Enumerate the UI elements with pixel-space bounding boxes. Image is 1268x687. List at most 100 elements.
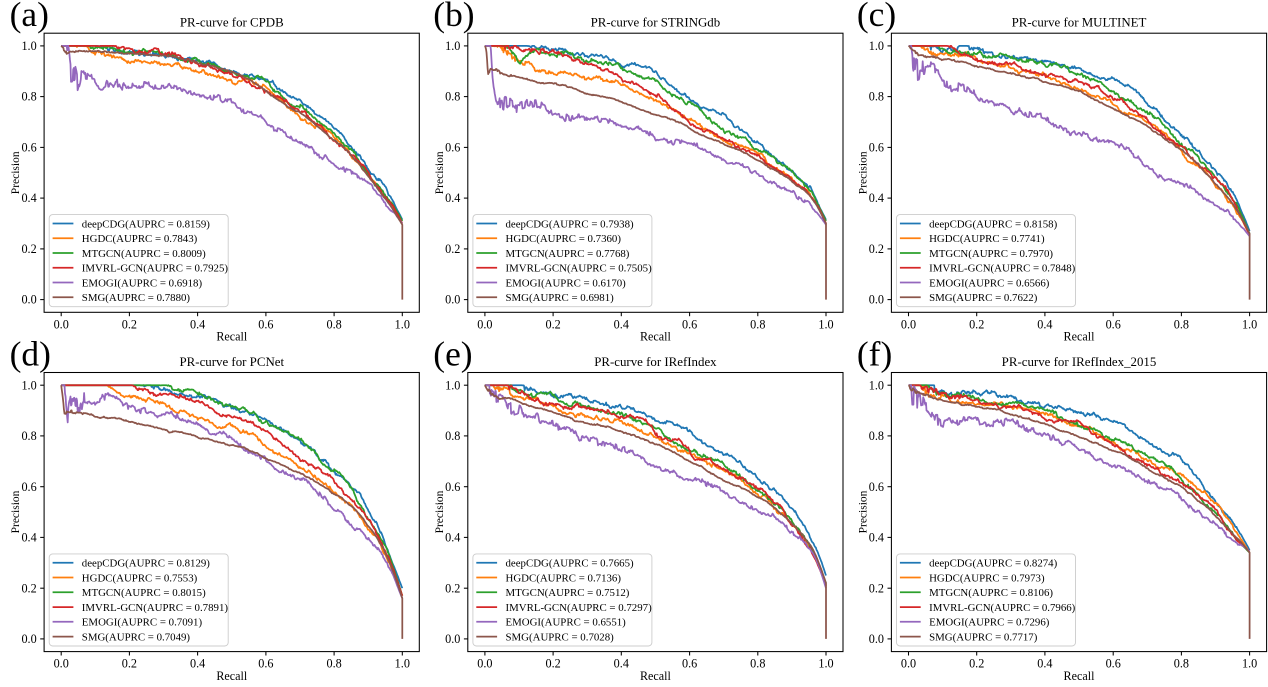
svg-text:1.0: 1.0 bbox=[818, 317, 833, 331]
svg-text:IMVRL-GCN(AUPRC = 0.7848): IMVRL-GCN(AUPRC = 0.7848) bbox=[929, 263, 1076, 275]
svg-text:0.4: 0.4 bbox=[869, 191, 884, 205]
svg-text:0.2: 0.2 bbox=[545, 657, 560, 671]
svg-text:Precision: Precision bbox=[434, 151, 446, 194]
svg-text:PR-curve for STRINGdb: PR-curve for STRINGdb bbox=[591, 16, 721, 30]
svg-text:(d): (d) bbox=[10, 333, 51, 373]
svg-text:0.6: 0.6 bbox=[258, 657, 273, 671]
svg-text:0.6: 0.6 bbox=[1106, 317, 1121, 331]
svg-text:(f): (f) bbox=[857, 333, 892, 373]
svg-text:0.2: 0.2 bbox=[969, 317, 984, 331]
svg-text:0.8: 0.8 bbox=[750, 657, 765, 671]
svg-text:0.0: 0.0 bbox=[21, 632, 36, 646]
svg-text:0.6: 0.6 bbox=[445, 141, 460, 155]
svg-text:Precision: Precision bbox=[858, 490, 870, 533]
svg-text:deepCDG(AUPRC = 0.7665): deepCDG(AUPRC = 0.7665) bbox=[506, 558, 634, 570]
svg-text:1.0: 1.0 bbox=[21, 39, 36, 53]
svg-text:IMVRL-GCN(AUPRC = 0.7505): IMVRL-GCN(AUPRC = 0.7505) bbox=[506, 263, 653, 275]
svg-text:IMVRL-GCN(AUPRC = 0.7891): IMVRL-GCN(AUPRC = 0.7891) bbox=[82, 602, 229, 614]
svg-text:HGDC(AUPRC = 0.7360): HGDC(AUPRC = 0.7360) bbox=[506, 233, 622, 245]
svg-text:deepCDG(AUPRC = 0.8129): deepCDG(AUPRC = 0.8129) bbox=[82, 558, 210, 570]
svg-text:IMVRL-GCN(AUPRC = 0.7966): IMVRL-GCN(AUPRC = 0.7966) bbox=[929, 602, 1076, 614]
svg-text:0.4: 0.4 bbox=[21, 531, 36, 545]
svg-text:SMG(AUPRC = 0.7049): SMG(AUPRC = 0.7049) bbox=[82, 632, 191, 644]
svg-text:0.4: 0.4 bbox=[1037, 317, 1052, 331]
svg-text:0.6: 0.6 bbox=[258, 317, 273, 331]
svg-text:1.0: 1.0 bbox=[1242, 317, 1257, 331]
svg-text:SMG(AUPRC = 0.7880): SMG(AUPRC = 0.7880) bbox=[82, 292, 191, 304]
svg-text:0.8: 0.8 bbox=[1174, 317, 1189, 331]
svg-text:HGDC(AUPRC = 0.7136): HGDC(AUPRC = 0.7136) bbox=[506, 572, 622, 584]
svg-text:HGDC(AUPRC = 0.7741): HGDC(AUPRC = 0.7741) bbox=[929, 233, 1045, 245]
svg-text:PR-curve for PCNet: PR-curve for PCNet bbox=[180, 355, 285, 369]
svg-text:deepCDG(AUPRC = 0.8274): deepCDG(AUPRC = 0.8274) bbox=[929, 558, 1057, 570]
svg-text:EMOGI(AUPRC = 0.6918): EMOGI(AUPRC = 0.6918) bbox=[82, 277, 203, 289]
svg-text:EMOGI(AUPRC = 0.6170): EMOGI(AUPRC = 0.6170) bbox=[506, 277, 627, 289]
svg-text:deepCDG(AUPRC = 0.7938): deepCDG(AUPRC = 0.7938) bbox=[506, 218, 634, 230]
svg-text:1.0: 1.0 bbox=[869, 378, 884, 392]
svg-text:MTGCN(AUPRC = 0.8009): MTGCN(AUPRC = 0.8009) bbox=[82, 248, 206, 260]
svg-text:1.0: 1.0 bbox=[395, 317, 410, 331]
svg-text:1.0: 1.0 bbox=[445, 378, 460, 392]
svg-text:0.6: 0.6 bbox=[21, 480, 36, 494]
svg-text:0.6: 0.6 bbox=[21, 141, 36, 155]
svg-text:PR-curve for CPDB: PR-curve for CPDB bbox=[180, 16, 284, 30]
svg-text:0.0: 0.0 bbox=[869, 293, 884, 307]
svg-text:0.4: 0.4 bbox=[190, 657, 205, 671]
svg-text:1.0: 1.0 bbox=[21, 378, 36, 392]
svg-text:0.2: 0.2 bbox=[869, 581, 884, 595]
svg-text:MTGCN(AUPRC = 0.8106): MTGCN(AUPRC = 0.8106) bbox=[929, 587, 1053, 599]
svg-text:PR-curve for IRefIndex: PR-curve for IRefIndex bbox=[594, 355, 717, 369]
svg-text:HGDC(AUPRC = 0.7973): HGDC(AUPRC = 0.7973) bbox=[929, 572, 1045, 584]
svg-text:0.4: 0.4 bbox=[614, 317, 629, 331]
svg-text:SMG(AUPRC = 0.7028): SMG(AUPRC = 0.7028) bbox=[506, 632, 615, 644]
svg-text:0.0: 0.0 bbox=[445, 632, 460, 646]
svg-text:deepCDG(AUPRC = 0.8158): deepCDG(AUPRC = 0.8158) bbox=[929, 218, 1057, 230]
svg-text:0.6: 0.6 bbox=[682, 657, 697, 671]
svg-text:0.8: 0.8 bbox=[326, 657, 341, 671]
svg-text:0.2: 0.2 bbox=[21, 242, 36, 256]
svg-text:0.2: 0.2 bbox=[545, 317, 560, 331]
svg-text:Recall: Recall bbox=[1064, 669, 1096, 682]
svg-text:0.8: 0.8 bbox=[869, 429, 884, 443]
svg-text:0.6: 0.6 bbox=[869, 141, 884, 155]
svg-text:0.8: 0.8 bbox=[750, 317, 765, 331]
svg-text:EMOGI(AUPRC = 0.7296): EMOGI(AUPRC = 0.7296) bbox=[929, 617, 1050, 629]
svg-text:0.0: 0.0 bbox=[54, 657, 69, 671]
svg-text:0.0: 0.0 bbox=[445, 293, 460, 307]
svg-text:0.2: 0.2 bbox=[122, 657, 137, 671]
svg-text:1.0: 1.0 bbox=[1242, 657, 1257, 671]
svg-text:deepCDG(AUPRC = 0.8159): deepCDG(AUPRC = 0.8159) bbox=[82, 218, 210, 230]
svg-text:0.6: 0.6 bbox=[869, 480, 884, 494]
svg-text:SMG(AUPRC = 0.7622): SMG(AUPRC = 0.7622) bbox=[929, 292, 1038, 304]
svg-text:PR-curve for MULTINET: PR-curve for MULTINET bbox=[1012, 16, 1147, 30]
svg-text:0.2: 0.2 bbox=[445, 242, 460, 256]
svg-text:0.2: 0.2 bbox=[969, 657, 984, 671]
svg-text:EMOGI(AUPRC = 0.6551): EMOGI(AUPRC = 0.6551) bbox=[506, 617, 627, 629]
svg-text:0.0: 0.0 bbox=[869, 632, 884, 646]
svg-text:0.2: 0.2 bbox=[445, 581, 460, 595]
svg-text:0.0: 0.0 bbox=[21, 293, 36, 307]
svg-text:0.2: 0.2 bbox=[869, 242, 884, 256]
svg-text:(e): (e) bbox=[433, 333, 472, 373]
svg-text:Recall: Recall bbox=[216, 669, 248, 682]
svg-text:Recall: Recall bbox=[216, 330, 248, 344]
svg-text:0.8: 0.8 bbox=[1174, 657, 1189, 671]
svg-text:0.0: 0.0 bbox=[477, 317, 492, 331]
svg-text:0.8: 0.8 bbox=[21, 429, 36, 443]
svg-text:0.8: 0.8 bbox=[445, 429, 460, 443]
svg-text:IMVRL-GCN(AUPRC = 0.7297): IMVRL-GCN(AUPRC = 0.7297) bbox=[506, 602, 653, 614]
svg-text:(c): (c) bbox=[857, 0, 896, 34]
svg-text:Precision: Precision bbox=[10, 151, 22, 194]
svg-text:Recall: Recall bbox=[1064, 330, 1096, 344]
svg-text:Precision: Precision bbox=[434, 490, 446, 533]
svg-text:0.8: 0.8 bbox=[869, 90, 884, 104]
svg-text:IMVRL-GCN(AUPRC = 0.7925): IMVRL-GCN(AUPRC = 0.7925) bbox=[82, 263, 229, 275]
svg-text:Precision: Precision bbox=[10, 490, 22, 533]
svg-text:(b): (b) bbox=[433, 0, 474, 34]
svg-text:1.0: 1.0 bbox=[395, 657, 410, 671]
svg-text:0.4: 0.4 bbox=[1037, 657, 1052, 671]
svg-text:MTGCN(AUPRC = 0.7970): MTGCN(AUPRC = 0.7970) bbox=[929, 248, 1053, 260]
svg-text:HGDC(AUPRC = 0.7843): HGDC(AUPRC = 0.7843) bbox=[82, 233, 198, 245]
svg-text:0.8: 0.8 bbox=[21, 90, 36, 104]
svg-text:EMOGI(AUPRC = 0.7091): EMOGI(AUPRC = 0.7091) bbox=[82, 617, 203, 629]
